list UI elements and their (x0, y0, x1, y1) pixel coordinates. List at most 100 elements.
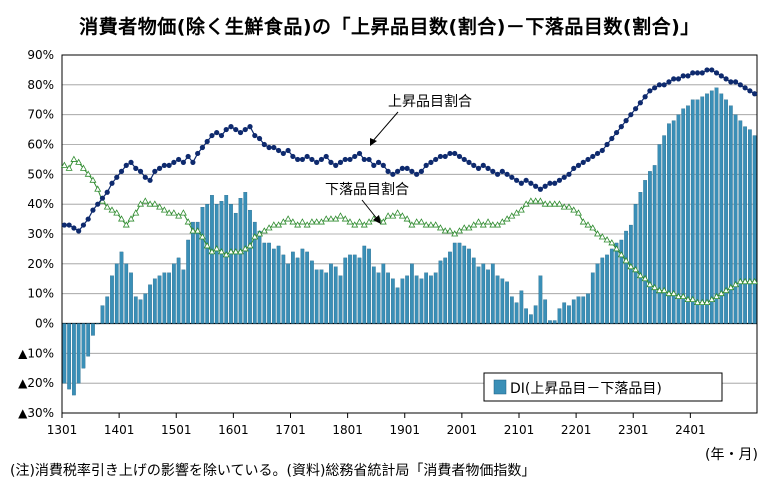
rise-ratio-point (623, 118, 629, 124)
rise-ratio-point (142, 174, 148, 180)
di-bar (519, 290, 524, 324)
di-bar (614, 242, 619, 324)
fall-ratio-point (232, 248, 240, 255)
di-bar (148, 284, 152, 324)
rise-ratio-point (661, 82, 667, 88)
di-bar (548, 320, 552, 324)
rise-ratio-point (680, 73, 686, 79)
di-bar (252, 221, 257, 324)
rise-ratio-point (652, 85, 658, 91)
di-bar (605, 254, 609, 324)
di-bar (652, 165, 657, 324)
fall-ratio-point (289, 218, 297, 225)
fall-ratio-point (694, 298, 701, 306)
x-tick-label: 1701 (275, 423, 306, 437)
di-bar (624, 230, 628, 324)
fall-ratio-point (622, 257, 630, 264)
fall-ratio-point (256, 230, 264, 237)
fall-ratio-point (451, 230, 459, 237)
di-bar (167, 272, 171, 324)
x-tick-label: 2301 (618, 423, 649, 437)
fall-ratio-point (79, 164, 87, 171)
rise-ratio-point (685, 73, 691, 79)
di-bar (467, 248, 471, 324)
di-bar (676, 114, 681, 324)
rise-ratio-point (718, 73, 724, 79)
fall-ratio-point (208, 248, 216, 255)
rise-ratio-point (690, 70, 696, 76)
fall-ratio-point (394, 209, 402, 216)
rise-ratio-point (380, 162, 386, 168)
fall-ratio-point (294, 221, 302, 228)
rise-ratio-point (475, 165, 482, 171)
di-bar (295, 257, 300, 324)
fall-ratio-point (641, 274, 649, 282)
rise-ratio-point (514, 177, 520, 183)
fall-ratio-line (60, 155, 759, 306)
rise-ratio-point (671, 76, 677, 82)
rise-ratio-point (409, 168, 415, 174)
fall-ratio-point (308, 218, 316, 225)
rise-ratio-point (480, 162, 486, 168)
di-bar (638, 192, 643, 324)
di-bar (81, 323, 86, 369)
legend-box (483, 372, 723, 402)
di-bar (505, 281, 509, 324)
fall-ratio-point (322, 215, 330, 222)
fall-ratio-point (741, 277, 749, 285)
fall-ratio-point (203, 242, 211, 249)
rise-ratio-point (352, 153, 358, 160)
di-bar (310, 260, 314, 324)
legend-label: DI(上昇品目－下落品目) (510, 381, 662, 397)
rise-ratio-point (556, 177, 563, 183)
fall-ratio-point (713, 292, 721, 300)
di-bar (329, 263, 333, 324)
di-bar (752, 135, 757, 324)
rise-ratio-point (647, 88, 653, 94)
fall-ratio-point (417, 218, 425, 225)
fall-ratio-point (527, 197, 535, 204)
plot-frame (61, 54, 758, 414)
di-bar (476, 266, 481, 324)
fall-ratio-point (360, 221, 368, 228)
fall-ratio-point (346, 218, 354, 225)
di-bar (195, 221, 200, 324)
fall-ratio-point (617, 251, 625, 258)
di-bar (229, 204, 233, 324)
rise-ratio-point (437, 153, 444, 160)
rise-ratio-point (509, 174, 515, 180)
di-bar (314, 269, 319, 324)
y-axis-ticks: 90% 80% 70% 60% 50% 40% 30% 20% 10% 0% ▲10% ▲20% ▲30… (18, 48, 54, 420)
rise-ratio-point (461, 156, 467, 163)
rise-ratio-point (161, 162, 167, 168)
di-bar (595, 263, 600, 324)
x-axis-ticks: 1301 1401 1501 1601 1701 1801 1901 2001 2101 2201… (47, 413, 706, 437)
rise-ratio-point (628, 112, 634, 118)
fall-ratio-point (384, 212, 392, 219)
di-bar (500, 278, 505, 324)
di-bar (367, 248, 371, 324)
rise-ratio-point (290, 153, 296, 160)
di-bar (181, 269, 186, 324)
di-bar (495, 275, 500, 324)
fall-ratio-point (65, 164, 73, 171)
fall-ratio-point (441, 227, 449, 234)
fall-ratio-point (698, 298, 706, 306)
rise-ratio-point (599, 147, 605, 154)
di-bar (567, 305, 571, 324)
di-bar (543, 299, 548, 324)
di-bar (157, 275, 162, 324)
di-bar (176, 257, 181, 324)
di-bar (490, 263, 495, 324)
fall-ratio-point (160, 206, 168, 213)
rise-ratio-point (609, 135, 615, 142)
fall-ratio-point (560, 203, 568, 210)
rise-ratio-point (709, 67, 715, 73)
rise-ratio-point (128, 159, 134, 165)
rise-arrow (371, 111, 399, 143)
rise-ratio-point (104, 189, 110, 195)
di-bar (509, 296, 514, 324)
rise-ratio-point (328, 159, 334, 165)
fall-ratio-point (241, 245, 249, 252)
di-bar (186, 239, 191, 324)
